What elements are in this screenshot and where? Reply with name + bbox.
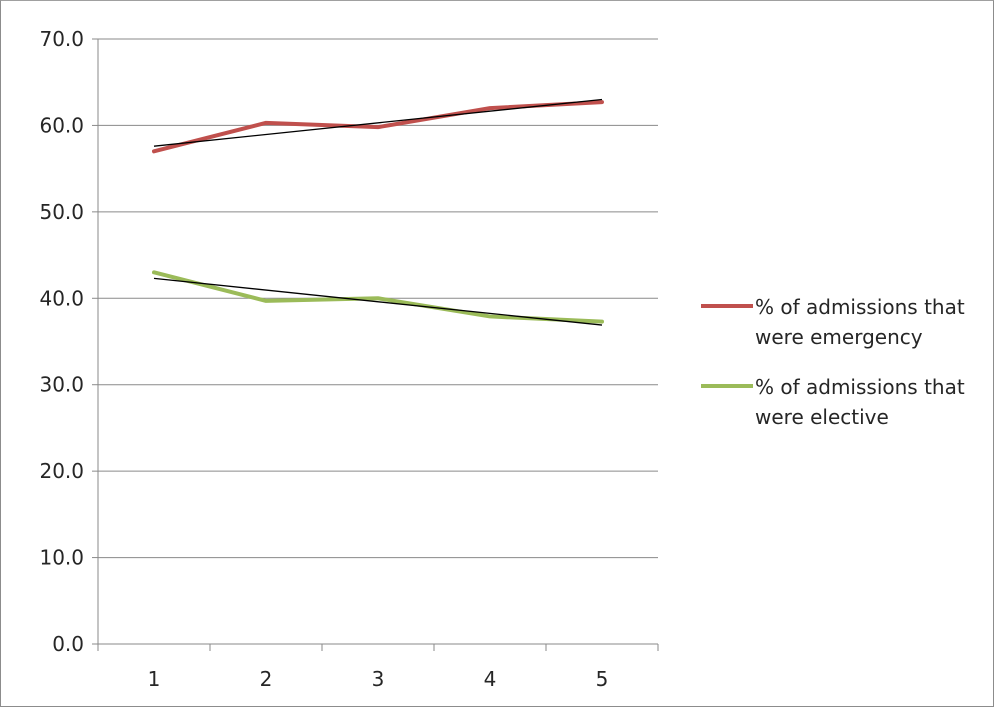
legend-label-1: % of admissions that [755,295,965,319]
legend-label-2: % of admissions that [755,375,965,399]
x-tick-label: 2 [260,667,273,691]
y-tick-label: 50.0 [39,200,84,224]
y-tick-label: 20.0 [39,459,84,483]
y-tick-label: 30.0 [39,373,84,397]
y-tick-label: 70.0 [39,27,84,51]
y-tick-label: 40.0 [39,286,84,310]
trendline-1 [153,98,603,147]
x-tick-label: 4 [484,667,497,691]
x-tick-labels: 1 2 3 4 5 [148,667,609,691]
legend-label-2: were elective [755,405,889,429]
x-tick-label: 5 [596,667,609,691]
trendlines [153,98,603,326]
legend: % of admissions that were emergency % of a… [701,295,965,429]
y-tick-labels: 0.0 10.0 20.0 30.0 40.0 50.0 60.0 70.0 [39,27,84,656]
x-tick-label: 3 [372,667,385,691]
y-tick-label: 10.0 [39,546,84,570]
series-line-2 [152,270,604,324]
y-tick-label: 0.0 [52,632,84,656]
legend-label-1: were emergency [755,325,923,349]
series-line-1 [152,100,604,154]
trendline-2 [153,277,603,326]
axes [92,38,659,651]
series-lines [152,100,604,324]
x-tick-label: 1 [148,667,161,691]
y-tick-label: 60.0 [39,113,84,137]
